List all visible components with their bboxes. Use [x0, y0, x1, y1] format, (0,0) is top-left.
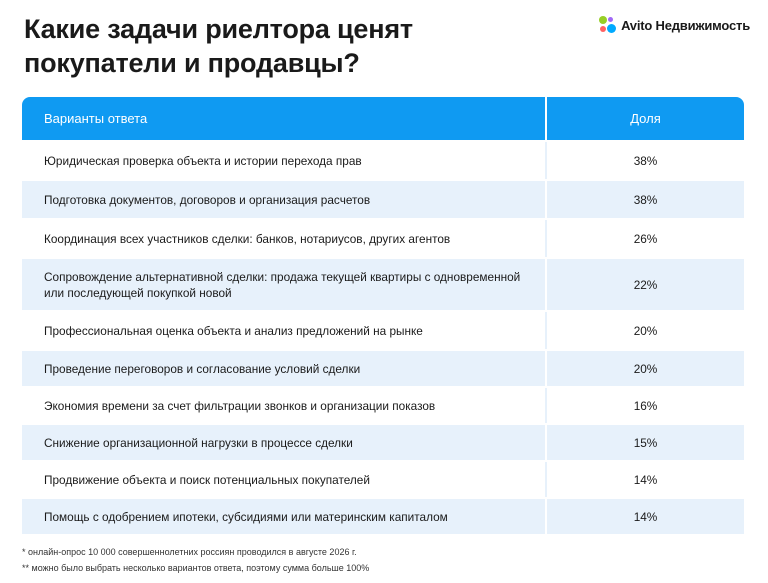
- answer-cell: Продвижение объекта и поиск потенциальны…: [22, 462, 547, 497]
- brand-logo: Avito Недвижимость: [599, 16, 750, 34]
- share-cell: 14%: [633, 509, 658, 524]
- table-body: Юридическая проверка объекта и истории п…: [22, 142, 744, 534]
- share-cell: 22%: [633, 277, 658, 292]
- table-row: Юридическая проверка объекта и истории п…: [22, 142, 744, 179]
- table-row: Помощь с одобрением ипотеки, субсидиями …: [22, 499, 744, 534]
- table-row: Экономия времени за счет фильтрации звон…: [22, 388, 744, 423]
- share-cell: 14%: [633, 472, 658, 487]
- footnote-multiple-answers: ** можно было выбрать несколько варианто…: [22, 563, 370, 573]
- footnotes: * онлайн-опрос 10 000 совершеннолетних р…: [22, 544, 369, 576]
- table-header: Варианты ответа Доля: [22, 97, 744, 140]
- column-header-answer: Варианты ответа: [22, 97, 547, 140]
- share-cell: 15%: [633, 435, 658, 450]
- table-row: Координация всех участников сделки: банк…: [22, 220, 744, 257]
- answer-cell: Помощь с одобрением ипотеки, субсидиями …: [22, 499, 547, 534]
- share-cell: 26%: [633, 231, 658, 246]
- answer-cell: Координация всех участников сделки: банк…: [22, 220, 547, 257]
- share-cell: 16%: [633, 398, 658, 413]
- table-row: Продвижение объекта и поиск потенциальны…: [22, 462, 744, 497]
- share-cell: 38%: [633, 192, 658, 207]
- share-cell: 20%: [633, 361, 658, 376]
- survey-table: Варианты ответа Доля Юридическая проверк…: [22, 97, 744, 534]
- avito-logo-icon: [599, 16, 617, 34]
- answer-cell: Подготовка документов, договоров и орган…: [22, 181, 547, 218]
- table-row: Проведение переговоров и согласование ус…: [22, 351, 744, 386]
- answer-cell: Профессиональная оценка объекта и анализ…: [22, 312, 547, 349]
- answer-cell: Снижение организационной нагрузки в проц…: [22, 425, 547, 460]
- table-row: Подготовка документов, договоров и орган…: [22, 181, 744, 218]
- table-row: Профессиональная оценка объекта и анализ…: [22, 312, 744, 349]
- column-header-share: Доля: [630, 111, 661, 126]
- brand-name: Avito Недвижимость: [621, 17, 750, 33]
- footnote-survey: * онлайн-опрос 10 000 совершеннолетних р…: [22, 547, 357, 557]
- answer-cell: Юридическая проверка объекта и истории п…: [22, 142, 547, 179]
- share-cell: 38%: [633, 153, 658, 168]
- table-row: Снижение организационной нагрузки в проц…: [22, 425, 744, 460]
- share-cell: 20%: [633, 323, 658, 338]
- answer-cell: Проведение переговоров и согласование ус…: [22, 351, 547, 386]
- page-title: Какие задачи риелтора ценят покупатели и…: [24, 14, 413, 78]
- answer-cell: Экономия времени за счет фильтрации звон…: [22, 388, 547, 423]
- answer-cell: Сопровождение альтернативной сделки: про…: [22, 259, 547, 310]
- table-row: Сопровождение альтернативной сделки: про…: [22, 259, 744, 310]
